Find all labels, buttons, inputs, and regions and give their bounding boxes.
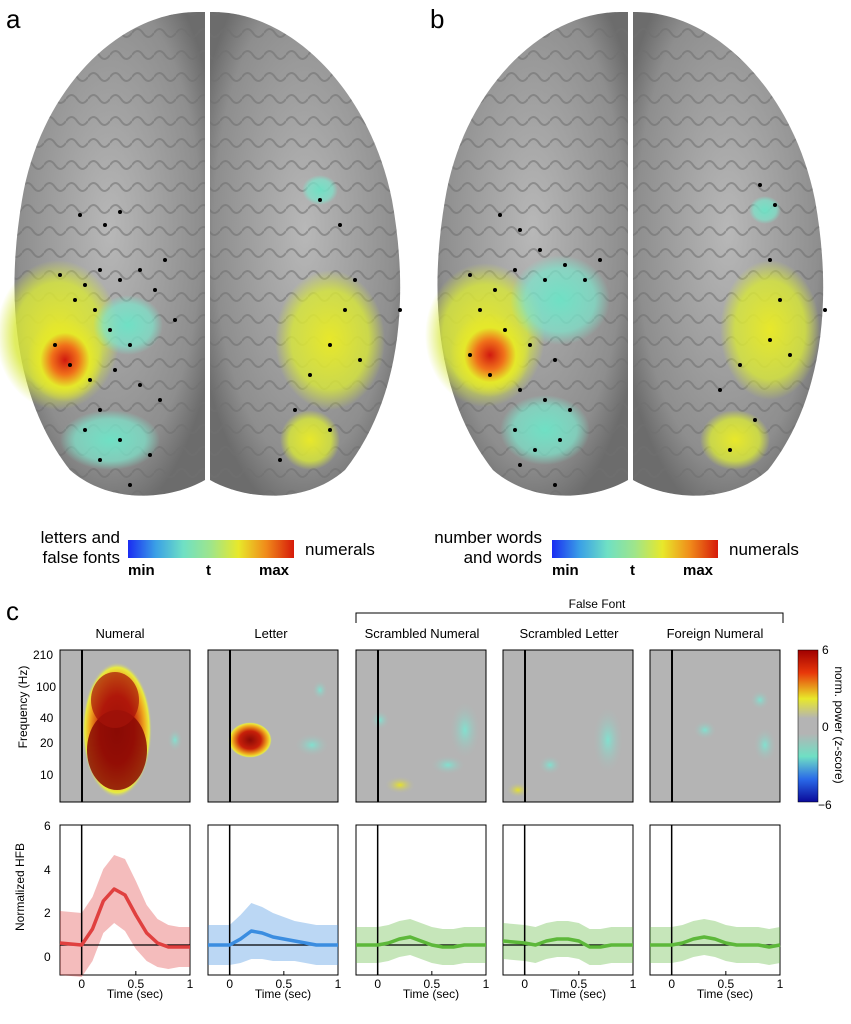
hfb-xtick-label: 0.5 — [423, 977, 441, 991]
hfb-band-letter — [208, 903, 338, 965]
hfb-xtick-label: 1 — [776, 977, 784, 991]
hfb-xtick-label: 0.5 — [570, 977, 588, 991]
hfb-mean-line-numeral — [59, 887, 190, 949]
hfb-mean-line-scrambled-numeral — [356, 935, 486, 949]
legend-b-left-label: number words and words — [410, 528, 542, 568]
colorbar-tick-zero: 0 — [822, 720, 829, 734]
legend-a-left-label: letters and false fonts — [16, 528, 120, 568]
legend-a-tick-min: min — [128, 562, 155, 579]
condition-title-scrambled-numeral: Scrambled Numeral — [364, 626, 480, 641]
hfb-xtick-label: 0.5 — [275, 977, 293, 991]
condition-title-letter: Letter — [254, 626, 288, 641]
hfb-band-foreign-numeral — [650, 919, 780, 965]
legend-a-tick-t: t — [206, 562, 211, 579]
hfb-xtick-label: 0 — [374, 977, 381, 991]
hfb-xtick-label: 0 — [226, 977, 233, 991]
hfb-mean-line-foreign-numeral — [650, 935, 781, 949]
legend-a-colorbar — [128, 540, 294, 558]
legend-a-left-line1: letters and — [40, 528, 120, 547]
hfb-xlabel: Time (sec) — [402, 987, 460, 1001]
brain-b — [425, 11, 824, 496]
hfb-xtick-label: 0.5 — [717, 977, 735, 991]
false-font-bracket — [355, 612, 784, 623]
hfb-xtick-label: 0.5 — [127, 977, 145, 991]
condition-title-numeral: Numeral — [95, 626, 145, 641]
electrode-dots — [53, 183, 827, 487]
legend-b-tick-min: min — [552, 562, 579, 579]
brain-figures — [0, 11, 827, 496]
hfb-xtick-label: 1 — [186, 977, 194, 991]
spec-ytick-100: 100 — [36, 680, 57, 694]
panel-letter-a: a — [6, 4, 21, 34]
spec-ytick-210: 210 — [33, 648, 54, 662]
hfb-xtick-label: 1 — [482, 977, 490, 991]
condition-title-scrambled-letter: Scrambled Letter — [519, 626, 619, 641]
hfb-xtick-label: 0 — [668, 977, 675, 991]
legend-b-tick-max: max — [683, 562, 714, 579]
hfb-mean-line-scrambled-letter — [502, 937, 633, 949]
legend-b-left-line1: number words — [434, 528, 542, 547]
hfb-xtick-label: 1 — [629, 977, 637, 991]
spec-ytick-40: 40 — [40, 711, 54, 725]
hfb-xlabel: Time (sec) — [696, 987, 754, 1001]
condition-title-foreign-numeral: Foreign Numeral — [666, 626, 764, 641]
hfb-xlabel: Time (sec) — [106, 987, 164, 1001]
hfb-ytick-0: 0 — [44, 950, 51, 964]
legend-b-left-line2: and words — [463, 548, 542, 567]
panel-letter-c: c — [6, 596, 19, 626]
legend-b-colorbar — [552, 540, 718, 558]
hfb-mean-line-letter — [208, 929, 338, 947]
legend-b-tick-t: t — [630, 562, 635, 579]
colorbar-tick-min: −6 — [818, 798, 832, 812]
spec-ytick-10: 10 — [40, 768, 54, 782]
hfb-band-scrambled-letter — [503, 921, 633, 965]
panel-letter-b: b — [430, 4, 445, 34]
legend-a-tick-max: max — [259, 562, 290, 579]
hfb-xlabel: Time (sec) — [549, 987, 607, 1001]
brain-a — [0, 11, 401, 496]
spec-ytick-20: 20 — [40, 736, 54, 750]
hfb-xlabel: Time (sec) — [254, 987, 312, 1001]
hfb-xtick-label: 0 — [521, 977, 528, 991]
hfb-band-numeral — [60, 855, 190, 977]
false-font-group-label: False Font — [568, 597, 626, 611]
hfb-ytick-6: 6 — [44, 819, 51, 833]
hfb-xtick-label: 1 — [334, 977, 342, 991]
colorbar-tick-max: 6 — [822, 643, 829, 657]
legend-a-right-label: numerals — [305, 540, 375, 559]
hfb-ytick-2: 2 — [44, 906, 51, 920]
legend-b-right-label: numerals — [729, 540, 799, 559]
legend-a-left-line2: false fonts — [42, 548, 121, 567]
hfb-ytick-4: 4 — [44, 863, 51, 877]
hfb-xtick-label: 0 — [78, 977, 85, 991]
